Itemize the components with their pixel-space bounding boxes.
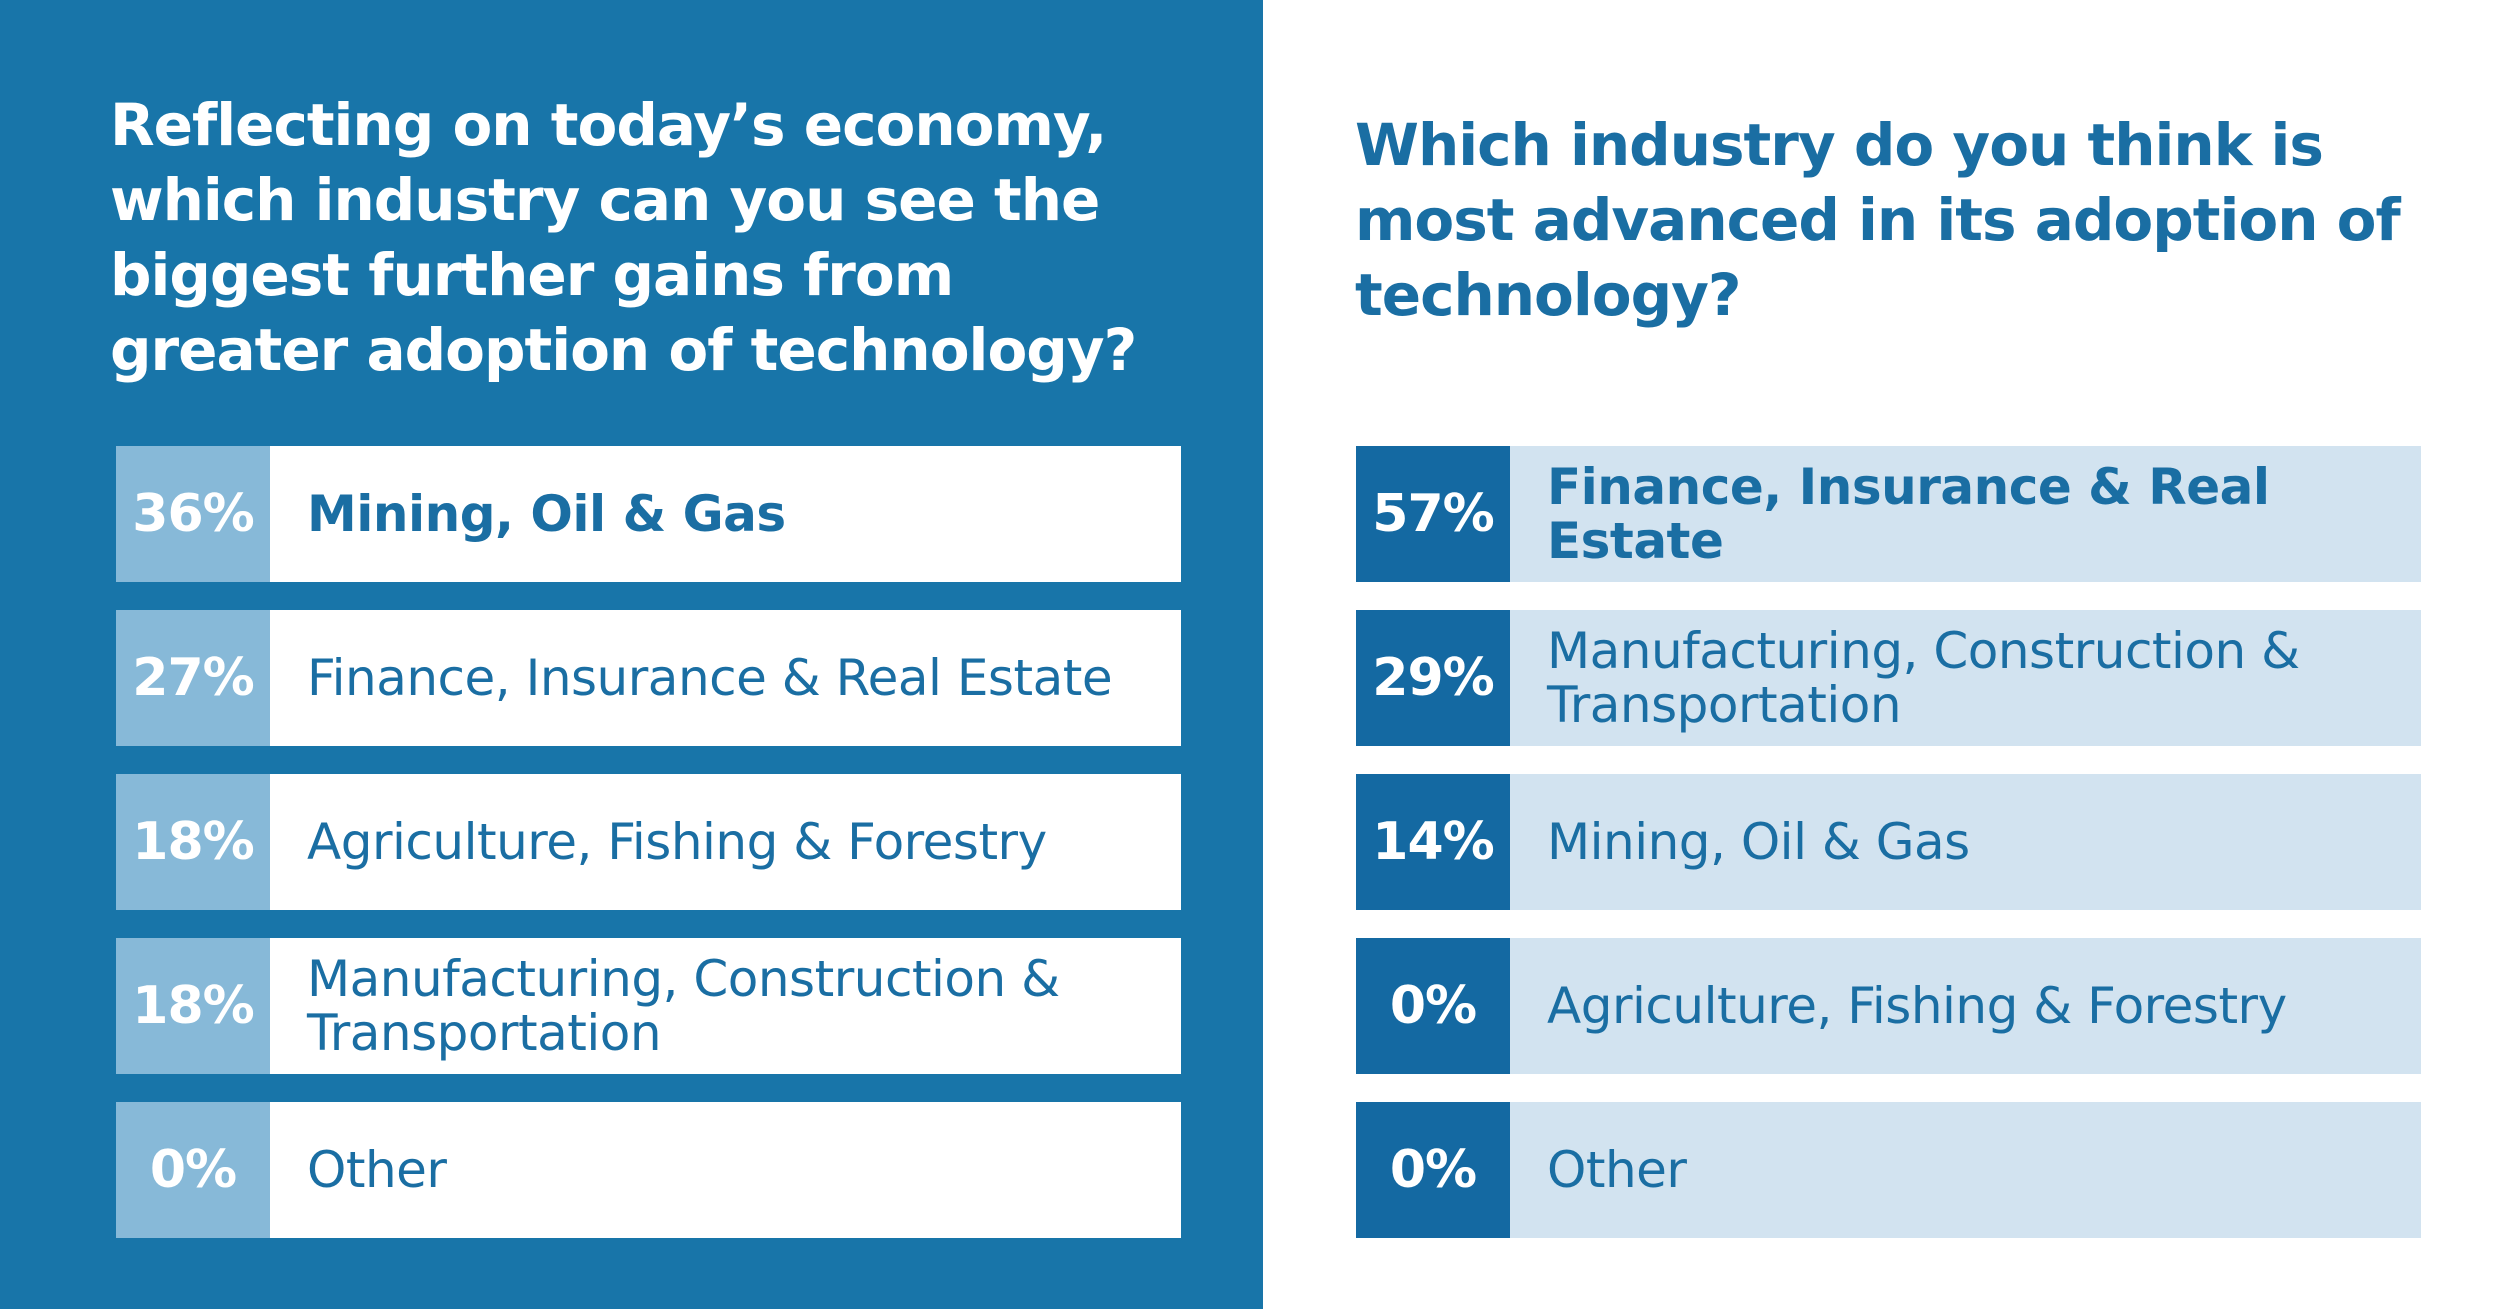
industry-label: Manufacturing, Construction & Transporta… bbox=[270, 938, 1181, 1074]
percent-value: 0% bbox=[116, 1102, 270, 1238]
percent-value: 0% bbox=[1356, 1102, 1510, 1238]
left-results-list: 36% Mining, Oil & Gas 27% Finance, Insur… bbox=[116, 446, 1181, 1266]
left-result-row-other: 0% Other bbox=[116, 1102, 1181, 1238]
left-result-row-mining: 36% Mining, Oil & Gas bbox=[116, 446, 1181, 582]
industry-label: Finance, Insurance & Real Estate bbox=[270, 610, 1181, 746]
left-question: Reflecting on today’s economy, which ind… bbox=[110, 91, 1137, 384]
industry-label: Finance, Insurance & Real Estate bbox=[1510, 446, 2421, 582]
right-result-row-finance: 57% Finance, Insurance & Real Estate bbox=[1356, 446, 2421, 582]
percent-value: 36% bbox=[116, 446, 270, 582]
right-result-row-other: 0% Other bbox=[1356, 1102, 2421, 1238]
percent-value: 57% bbox=[1356, 446, 1510, 582]
percent-value: 18% bbox=[116, 938, 270, 1074]
right-result-row-agriculture: 0% Agriculture, Fishing & Forestry bbox=[1356, 938, 2421, 1074]
industry-label: Mining, Oil & Gas bbox=[270, 446, 1181, 582]
right-question: Which industry do you think is most adva… bbox=[1355, 111, 2401, 329]
industry-label: Agriculture, Fishing & Forestry bbox=[270, 774, 1181, 910]
percent-value: 0% bbox=[1356, 938, 1510, 1074]
left-result-row-manufacturing: 18% Manufacturing, Construction & Transp… bbox=[116, 938, 1181, 1074]
percent-value: 27% bbox=[116, 610, 270, 746]
percent-value: 29% bbox=[1356, 610, 1510, 746]
industry-label: Other bbox=[270, 1102, 1181, 1238]
right-results-list: 57% Finance, Insurance & Real Estate 29%… bbox=[1356, 446, 2421, 1266]
industry-label: Mining, Oil & Gas bbox=[1510, 774, 2421, 910]
industry-label: Agriculture, Fishing & Forestry bbox=[1510, 938, 2421, 1074]
industry-label: Manufacturing, Construction & Transporta… bbox=[1510, 610, 2421, 746]
right-result-row-mining: 14% Mining, Oil & Gas bbox=[1356, 774, 2421, 910]
percent-value: 18% bbox=[116, 774, 270, 910]
left-panel: Reflecting on today’s economy, which ind… bbox=[0, 0, 1263, 1309]
left-result-row-finance: 27% Finance, Insurance & Real Estate bbox=[116, 610, 1181, 746]
right-result-row-manufacturing: 29% Manufacturing, Construction & Transp… bbox=[1356, 610, 2421, 746]
industry-label: Other bbox=[1510, 1102, 2421, 1238]
left-result-row-agriculture: 18% Agriculture, Fishing & Forestry bbox=[116, 774, 1181, 910]
percent-value: 14% bbox=[1356, 774, 1510, 910]
